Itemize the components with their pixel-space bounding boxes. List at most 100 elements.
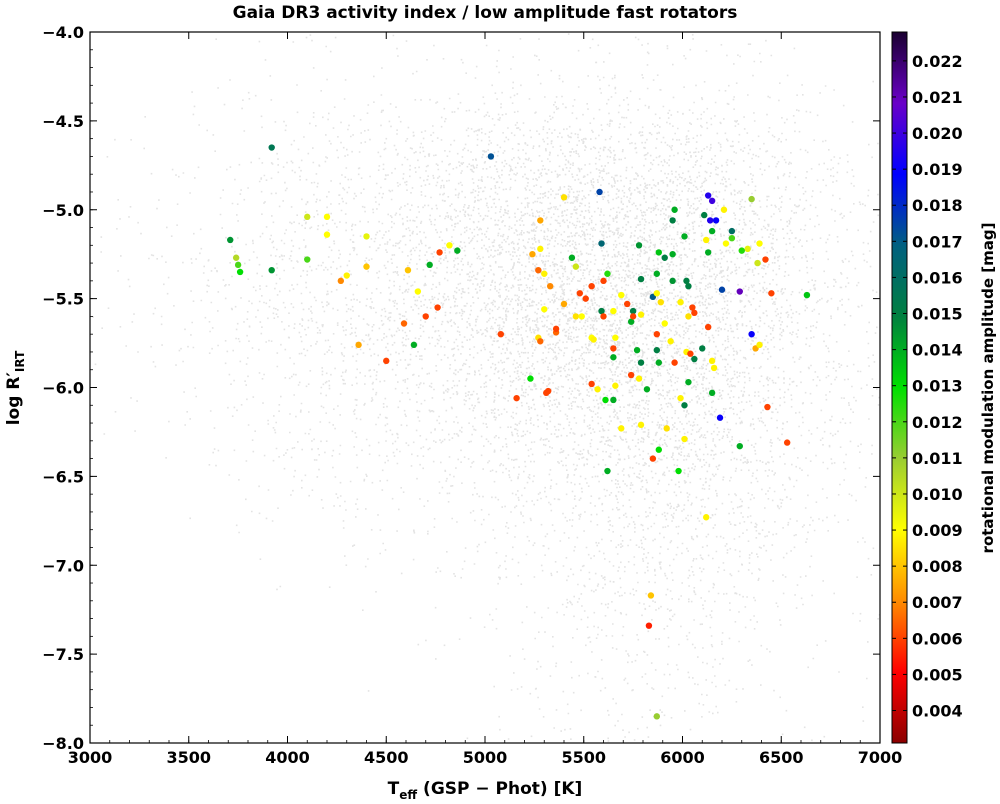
data-point xyxy=(629,307,637,315)
data-point xyxy=(434,304,441,311)
data-point xyxy=(487,153,495,160)
data-point xyxy=(560,194,568,201)
data-point xyxy=(762,256,769,263)
data-point xyxy=(383,357,390,365)
colorbar-tick-label: 0.010 xyxy=(912,485,963,504)
x-tick-label: 6000 xyxy=(660,748,705,767)
data-point xyxy=(633,346,641,354)
data-point xyxy=(627,318,635,325)
data-point xyxy=(618,291,625,299)
data-point xyxy=(355,341,362,349)
data-point xyxy=(232,254,240,261)
data-point xyxy=(598,307,605,315)
colorbar-tick-label: 0.015 xyxy=(912,305,963,324)
colorbar-ticks: 0.004 0.005 0.006 0.007 0.008 0.009 0.010 0.011… xyxy=(892,52,963,721)
data-point xyxy=(582,295,589,302)
data-point xyxy=(604,270,611,277)
data-points xyxy=(227,144,811,720)
data-point xyxy=(454,247,461,254)
data-point xyxy=(576,290,583,297)
x-tick-label: 3500 xyxy=(166,748,211,767)
y-axis-label-main: log R′ xyxy=(4,372,24,426)
data-point xyxy=(669,250,676,258)
data-point xyxy=(677,394,684,402)
data-point xyxy=(600,277,607,285)
data-point xyxy=(535,266,542,274)
data-point xyxy=(703,514,710,521)
data-point xyxy=(610,396,617,404)
colorbar-tick-label: 0.019 xyxy=(912,160,963,179)
data-point xyxy=(706,217,714,224)
data-point xyxy=(677,298,684,306)
data-point xyxy=(604,467,611,475)
data-point xyxy=(716,414,724,421)
y-tick-label: −4.5 xyxy=(42,112,84,131)
data-point xyxy=(667,338,674,345)
data-point xyxy=(537,245,544,253)
colorbar-tick-label: 0.017 xyxy=(912,232,963,251)
data-point xyxy=(663,425,670,432)
data-point xyxy=(643,386,651,393)
data-point xyxy=(655,446,662,453)
x-tick-label: 4500 xyxy=(364,748,409,767)
data-point xyxy=(337,277,345,285)
x-axis-label: Teff (GSP − Phot) [K] xyxy=(388,779,583,800)
data-point xyxy=(541,270,548,277)
colorbar-tick-label: 0.006 xyxy=(912,629,963,648)
x-tick-label: 5000 xyxy=(463,748,508,767)
data-point xyxy=(610,307,617,315)
y-tick-label: −7.0 xyxy=(42,556,84,575)
data-point xyxy=(661,254,668,261)
data-point xyxy=(572,263,580,270)
colorbar-tick-label: 0.020 xyxy=(912,124,963,143)
data-point xyxy=(738,247,745,254)
data-point xyxy=(552,325,560,333)
data-point xyxy=(436,249,443,256)
data-point xyxy=(343,272,350,279)
data-point xyxy=(691,355,698,363)
data-point xyxy=(685,378,692,386)
data-point xyxy=(426,261,433,269)
data-point xyxy=(657,298,664,306)
colorbar-tick-label: 0.013 xyxy=(912,377,963,396)
data-point xyxy=(685,282,692,290)
data-point xyxy=(712,217,720,224)
data-point xyxy=(689,304,696,311)
data-point xyxy=(728,234,736,242)
data-point xyxy=(543,389,550,397)
data-point xyxy=(708,197,716,205)
data-point xyxy=(701,211,708,219)
data-point xyxy=(736,288,743,295)
x-tick-label: 7000 xyxy=(858,748,903,767)
data-point xyxy=(783,439,791,446)
data-point xyxy=(537,338,544,345)
data-point xyxy=(627,371,635,379)
data-point xyxy=(513,394,520,402)
data-point xyxy=(234,261,242,269)
data-point xyxy=(708,227,716,235)
data-point xyxy=(647,592,655,599)
x-tick-label: 5500 xyxy=(561,748,606,767)
colorbar-gradient xyxy=(891,31,908,744)
data-point xyxy=(710,364,718,372)
y-axis-label: log R′IRT xyxy=(4,350,27,425)
data-point xyxy=(546,282,554,290)
data-point xyxy=(720,206,728,213)
data-point xyxy=(304,256,311,263)
data-point xyxy=(529,250,536,258)
data-point xyxy=(618,425,625,432)
colorbar-tick-label: 0.009 xyxy=(912,521,963,540)
colorbar-label: rotational modulation amplitude [mag] xyxy=(979,223,997,554)
data-point xyxy=(681,402,688,409)
data-point xyxy=(669,277,676,285)
data-point xyxy=(756,240,763,247)
data-point xyxy=(728,227,736,235)
data-point xyxy=(588,282,595,290)
data-point xyxy=(722,240,730,247)
data-point xyxy=(446,242,453,249)
data-point xyxy=(594,386,601,393)
data-point xyxy=(671,359,678,366)
y-axis: −4.0 −4.5 −5.0 −5.5 −6.0 −6.5 −7.0 −7.5 −8.0 xyxy=(42,23,880,753)
